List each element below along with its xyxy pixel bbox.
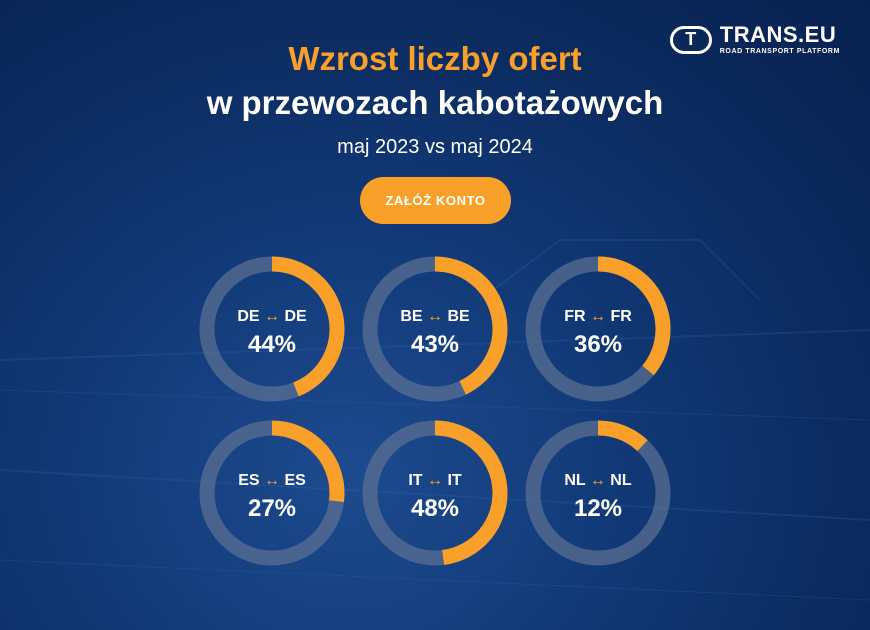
- donut-value-arc: [434, 420, 508, 565]
- donut-be: BE ↔ BE 43%: [362, 256, 508, 402]
- donut-value-arc: [271, 256, 345, 397]
- donut-value-arc: [597, 420, 648, 452]
- route-to: NL: [606, 472, 632, 489]
- route-label: NL ↔ NL: [564, 472, 631, 489]
- arrow-icon: ↔: [427, 308, 443, 325]
- route-from: DE: [237, 308, 264, 325]
- percent-label: 44%: [248, 331, 296, 358]
- donut-value-arc: [597, 256, 671, 376]
- logo-name: TRANS.EU: [719, 22, 837, 47]
- percent-label: 36%: [574, 331, 622, 358]
- create-account-button[interactable]: ZAŁÓŻ KONTO: [360, 177, 511, 224]
- donut-nl: NL ↔ NL 12%: [525, 420, 671, 566]
- donut-it: IT ↔ IT 48%: [362, 420, 508, 566]
- percent-label: 48%: [411, 495, 459, 522]
- donut-fr: FR ↔ FR 36%: [525, 256, 671, 402]
- page-title-line2: w przewozach kabotażowych: [206, 84, 664, 121]
- donut-de: DE ↔ DE 44%: [199, 256, 345, 402]
- trans-eu-logo: T TRANS.EU ROAD TRANSPORT PLATFORM: [669, 22, 840, 55]
- arrow-icon: ↔: [427, 472, 443, 489]
- route-label: BE ↔ BE: [400, 308, 470, 325]
- arrow-icon: ↔: [590, 472, 606, 489]
- percent-label: 12%: [574, 495, 622, 522]
- route-label: FR ↔ FR: [564, 308, 632, 325]
- route-label: ES ↔ ES: [238, 472, 306, 489]
- arrow-icon: ↔: [590, 308, 606, 325]
- route-from: BE: [400, 308, 427, 325]
- logo-tagline: ROAD TRANSPORT PLATFORM: [719, 48, 840, 55]
- page-title-line1: Wzrost liczby ofert: [288, 40, 582, 77]
- route-label: IT ↔ IT: [408, 472, 462, 489]
- percent-label: 27%: [248, 495, 296, 522]
- logo-mark-icon: T: [669, 25, 712, 54]
- arrow-icon: ↔: [264, 472, 280, 489]
- percent-label: 43%: [411, 331, 459, 358]
- route-to: FR: [606, 308, 632, 325]
- donut-es: ES ↔ ES 27%: [199, 420, 345, 566]
- route-to: BE: [443, 308, 470, 325]
- route-from: IT: [408, 472, 427, 489]
- page-subtitle: maj 2023 vs maj 2024: [337, 136, 533, 158]
- route-from: FR: [564, 308, 590, 325]
- route-from: ES: [238, 472, 264, 489]
- route-label: DE ↔ DE: [237, 308, 307, 325]
- arrow-icon: ↔: [264, 308, 280, 325]
- route-from: NL: [564, 472, 589, 489]
- route-to: ES: [280, 472, 306, 489]
- route-to: DE: [280, 308, 307, 325]
- donut-track: [525, 420, 671, 566]
- donut-value-arc: [434, 256, 508, 395]
- route-to: IT: [443, 472, 462, 489]
- donut-value-arc: [271, 420, 345, 503]
